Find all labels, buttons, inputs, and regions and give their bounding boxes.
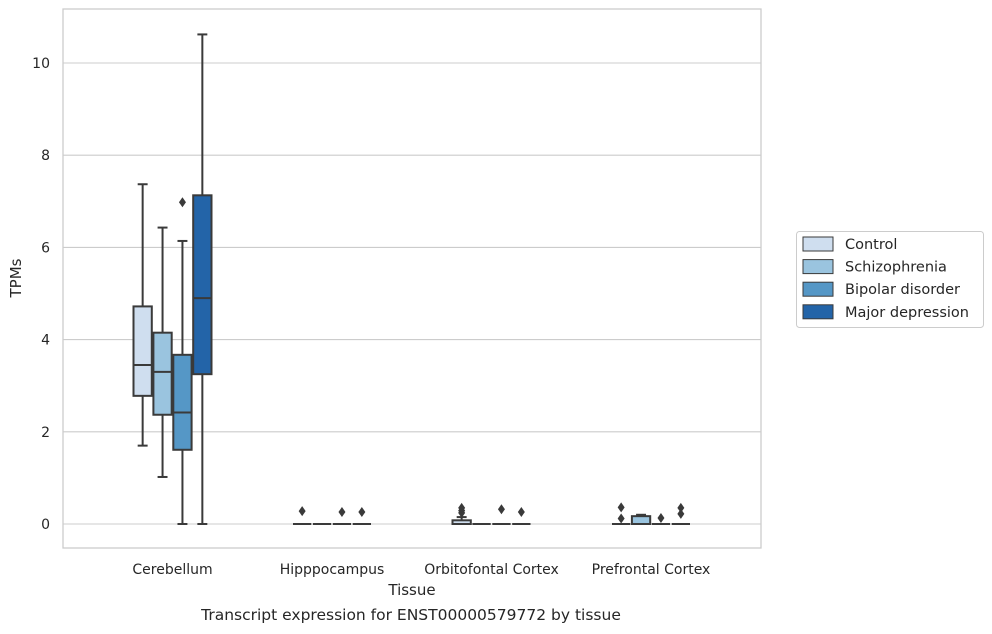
y-tick-label: 6 — [41, 240, 50, 256]
box-body — [152, 331, 173, 416]
legend-label: Major depression — [845, 305, 969, 321]
box — [332, 507, 352, 525]
box-body — [630, 515, 652, 526]
legend: Control Schizophrenia Bipolar disorder Majo… — [796, 231, 984, 328]
box-body — [192, 194, 213, 376]
y-tick-label: 4 — [41, 333, 50, 349]
legend-item: Major depression — [802, 304, 969, 321]
box-body — [172, 353, 193, 451]
outlier-point — [358, 507, 366, 518]
legend-swatch — [802, 281, 834, 297]
legend-swatch — [802, 304, 834, 320]
legend-item: Schizophrenia — [802, 259, 947, 276]
box — [293, 506, 312, 525]
legend-item: Control — [802, 236, 897, 253]
chart-caption: Transcript expression for ENST0000057977… — [201, 606, 621, 624]
outlier-point — [178, 197, 186, 208]
box — [492, 504, 511, 525]
outlier-point — [298, 506, 306, 517]
box — [152, 226, 173, 478]
x-tick-label: Prefrontal Cortex — [592, 562, 711, 578]
outlier-point — [617, 513, 625, 524]
series-major-depression — [192, 33, 690, 525]
y-tick-label: 0 — [41, 517, 50, 533]
y-tick-label: 2 — [41, 425, 50, 441]
grid-lines — [63, 62, 761, 525]
outlier-point — [497, 504, 505, 515]
outlier-point — [338, 507, 346, 518]
plot-frame — [62, 8, 762, 549]
legend-label: Schizophrenia — [845, 260, 947, 276]
box — [630, 513, 652, 526]
x-axis-label: Tissue — [387, 581, 435, 599]
box — [651, 513, 671, 525]
box — [172, 197, 193, 525]
outlier-point — [617, 502, 625, 513]
y-tick-labels: 0 2 4 6 8 10 — [32, 56, 50, 533]
legend-label: Control — [845, 237, 897, 253]
box — [451, 502, 472, 526]
x-tick-labels: Cerebellum Hipppocampus Orbitofontal Corte… — [132, 562, 710, 578]
box — [352, 507, 371, 525]
legend-item: Bipolar disorder — [802, 281, 960, 298]
legend-label: Bipolar disorder — [845, 282, 960, 298]
box — [132, 183, 153, 447]
y-axis-label: TPMs — [7, 258, 25, 298]
x-tick-label: Hipppocampus — [280, 562, 385, 578]
legend-frame — [796, 231, 984, 328]
box-body — [132, 305, 153, 397]
box-series — [132, 33, 690, 526]
outlier-point — [517, 507, 525, 518]
box — [671, 502, 690, 525]
outlier-point — [677, 508, 685, 519]
legend-swatch — [802, 236, 834, 252]
y-tick-label: 10 — [32, 56, 50, 72]
outlier-point — [458, 502, 466, 513]
legend-swatch — [802, 259, 834, 275]
series-bipolar-disorder — [172, 197, 671, 525]
series-schizophrenia — [152, 226, 652, 526]
series-control — [132, 183, 631, 526]
x-tick-label: Cerebellum — [132, 562, 212, 578]
box — [512, 507, 531, 525]
y-tick-label: 8 — [41, 148, 50, 164]
x-tick-label: Orbitofontal Cortex — [424, 562, 559, 578]
outlier-point — [657, 513, 665, 524]
box — [612, 502, 631, 525]
outlier-point — [677, 502, 685, 513]
box — [192, 33, 213, 525]
